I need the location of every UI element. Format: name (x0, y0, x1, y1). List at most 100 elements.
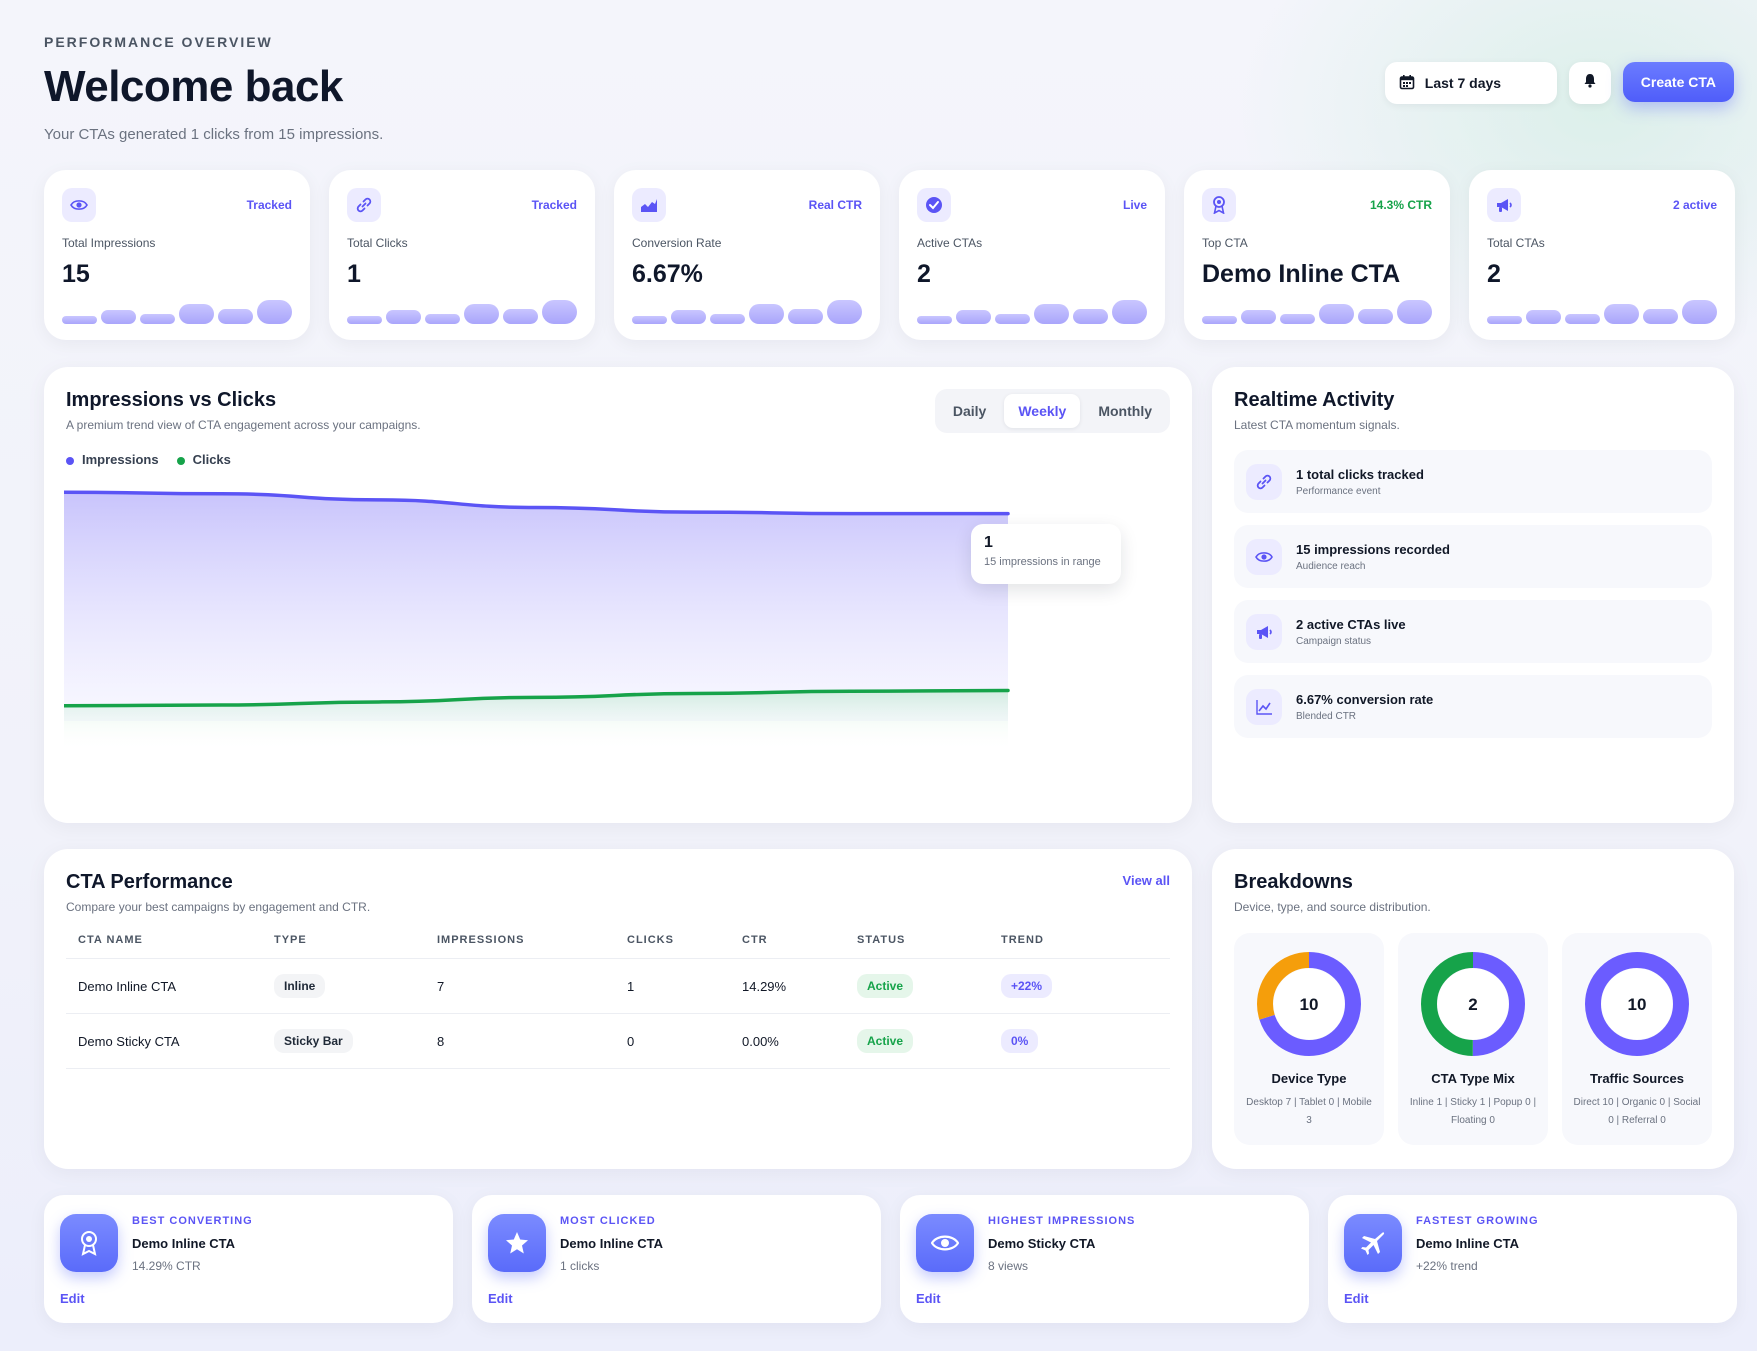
link-icon (1246, 463, 1282, 500)
column-header: CTR (730, 934, 845, 959)
cell-clicks: 1 (615, 958, 730, 1014)
donut-card-device: 10 Device Type Desktop 7 | Tablet 0 | Mo… (1234, 933, 1384, 1145)
tab-daily[interactable]: Daily (952, 403, 987, 419)
donut-center (1601, 968, 1673, 1040)
insight-name: Demo Inline CTA (1416, 1236, 1520, 1251)
realtime-title: Realtime Activity (1234, 389, 1395, 411)
eye-icon (62, 188, 96, 222)
insight-card-best-converting: BEST CONVERTING Demo Inline CTA 14.29% C… (44, 1195, 453, 1323)
column-header: IMPRESSIONS (425, 934, 615, 959)
header-actions: Last 7 days Create CTA (1384, 62, 1734, 104)
status-badge: Active (857, 1029, 914, 1053)
link-icon (347, 188, 381, 222)
cell-name: Demo Inline CTA (66, 958, 262, 1014)
insight-eyebrow: FASTEST GROWING (1416, 1215, 1539, 1227)
cell-trend: 0% (989, 1013, 1170, 1069)
donut-total: 10 (1628, 995, 1647, 1014)
donut-segment (1585, 952, 1689, 1056)
status-badge: Active (857, 974, 914, 998)
sparkline-bars (1487, 296, 1717, 324)
insight-name: Demo Inline CTA (132, 1236, 236, 1251)
page-subtitle: Your CTAs generated 1 clicks from 15 imp… (44, 126, 384, 143)
tab-monthly[interactable]: Monthly (1098, 403, 1152, 419)
chart-line-icon (1246, 688, 1282, 725)
data-point (378, 499, 379, 500)
insight-eyebrow: HIGHEST IMPRESSIONS (988, 1215, 1136, 1227)
insight-meta: 8 views (988, 1259, 1029, 1273)
date-range-button[interactable]: Last 7 days (1384, 62, 1557, 104)
series-line-0 (64, 490, 1010, 516)
legend-label: Clicks (192, 452, 231, 467)
calendar-icon (1399, 74, 1415, 93)
donut-segment (1421, 952, 1525, 1056)
stat-label: Conversion Rate (632, 236, 722, 250)
stat-label: Active CTAs (917, 236, 983, 250)
sparkline-bars (347, 296, 577, 324)
sparkline-bars (1202, 296, 1432, 324)
cell-ctr: 14.29% (730, 958, 845, 1014)
legend-item-clicks: Clicks (176, 452, 231, 467)
stat-value: Demo Inline CTA (1202, 260, 1401, 288)
cell-clicks: 0 (615, 1013, 730, 1069)
donut-center (1437, 968, 1509, 1040)
donut-detail: Desktop 7 | Tablet 0 | Mobile 3 (1246, 1097, 1372, 1126)
cell-type: Sticky Bar (262, 1013, 425, 1069)
table-row[interactable]: Demo Sticky CTA Sticky Bar 8 0 0.00% Act… (66, 1013, 1170, 1069)
stat-cards: Tracked Total Impressions 15 Tracked Tot… (44, 170, 1735, 340)
stat-card-top-cta: 14.3% CTR Top CTA Demo Inline CTA (1184, 170, 1450, 340)
chart-subtitle: A premium trend view of CTA engagement a… (66, 418, 421, 432)
trend-badge: 0% (1001, 1029, 1039, 1053)
series-line-1 (64, 688, 1010, 708)
insight-card-fastest-growing: FASTEST GROWING Demo Inline CTA +22% tre… (1328, 1195, 1737, 1323)
stat-value: 6.67% (632, 260, 703, 288)
megaphone-icon (1246, 613, 1282, 650)
edit-link[interactable]: Edit (60, 1291, 85, 1306)
insight-meta: +22% trend (1416, 1259, 1478, 1273)
donut-card-source: 10 Traffic Sources Direct 10 | Organic 0… (1562, 933, 1712, 1145)
date-range-label: Last 7 days (1424, 75, 1502, 91)
activity-list: 1 total clicks tracked Performance event … (1234, 450, 1712, 738)
insight-card-highest-impressions: HIGHEST IMPRESSIONS Demo Sticky CTA 8 vi… (900, 1195, 1309, 1323)
cell-type: Inline (262, 958, 425, 1014)
create-cta-button[interactable]: Create CTA (1622, 62, 1734, 102)
data-point (693, 693, 694, 694)
view-all-link[interactable]: View all (1122, 873, 1170, 888)
activity-sub: Performance event (1296, 485, 1381, 497)
cell-status: Active (845, 958, 989, 1014)
stat-badge: 14.3% CTR (1369, 198, 1432, 212)
data-point (536, 697, 537, 698)
tab-weekly[interactable]: Weekly (1004, 394, 1081, 428)
breakdowns-title: Breakdowns (1234, 871, 1353, 893)
cell-impressions: 7 (425, 958, 615, 1014)
stat-value: 2 (1487, 260, 1501, 288)
star-icon (488, 1214, 546, 1272)
notifications-button[interactable] (1568, 62, 1611, 104)
stat-badge: Tracked (246, 198, 292, 212)
check-circle-icon (917, 188, 951, 222)
table-row[interactable]: Demo Inline CTA Inline 7 1 14.29% Active… (66, 958, 1170, 1014)
series-area-0 (64, 492, 1008, 721)
cta-performance-table: CTA NAME TYPE IMPRESSIONS CLICKS CTR STA… (66, 934, 1170, 1069)
edit-link[interactable]: Edit (488, 1291, 513, 1306)
stat-card-impressions: Tracked Total Impressions 15 (44, 170, 310, 340)
chart-icon (632, 188, 666, 222)
stat-card-active-ctas: Live Active CTAs 2 (899, 170, 1165, 340)
edit-link[interactable]: Edit (1344, 1291, 1369, 1306)
activity-sub: Audience reach (1296, 560, 1366, 572)
eye-icon (916, 1214, 974, 1272)
period-tabs: Daily Weekly Monthly (934, 389, 1170, 433)
cell-name: Demo Sticky CTA (66, 1013, 262, 1069)
tooltip-label: 15 impressions in range (984, 556, 1101, 568)
activity-item: 15 impressions recorded Audience reach (1234, 525, 1712, 588)
insight-name: Demo Sticky CTA (988, 1236, 1096, 1251)
data-point (221, 493, 222, 494)
stat-badge: Real CTR (808, 198, 862, 212)
page-eyebrow: PERFORMANCE OVERVIEW (44, 34, 273, 50)
activity-title: 1 total clicks tracked (1296, 466, 1424, 482)
data-point (1008, 513, 1009, 514)
edit-link[interactable]: Edit (916, 1291, 941, 1306)
chart-title: Impressions vs Clicks (66, 389, 277, 411)
series-area-1 (64, 690, 1008, 751)
data-point (850, 691, 851, 692)
eye-icon (1246, 538, 1282, 575)
